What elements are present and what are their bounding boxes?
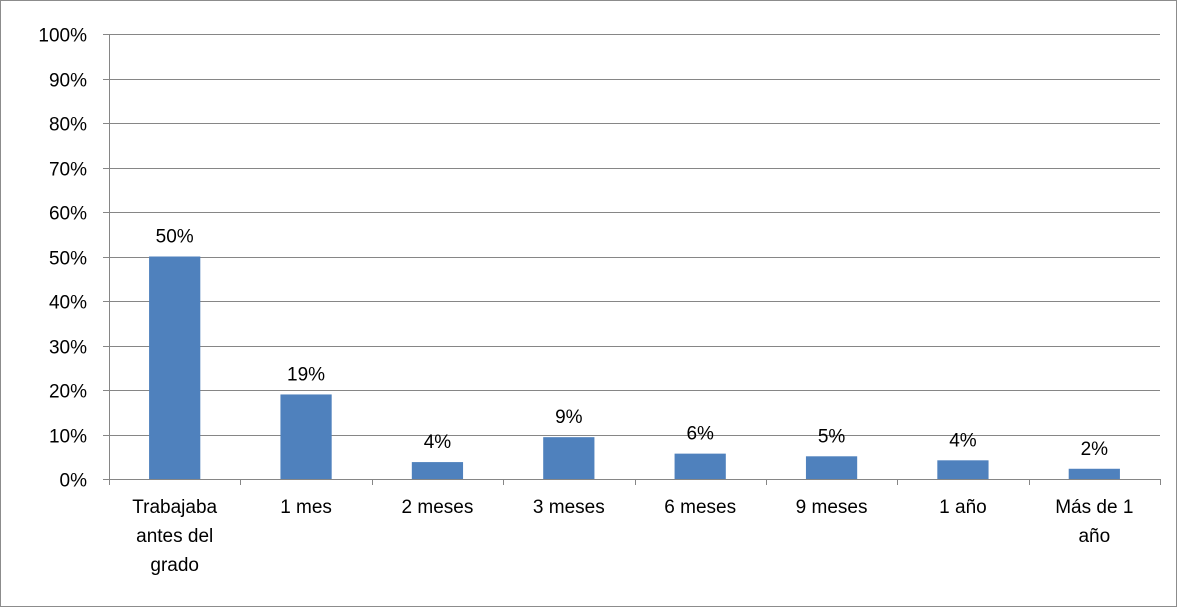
y-tick-label: 0% — [60, 471, 88, 492]
x-tick-label-line: 1 año — [939, 497, 987, 518]
data-label: 50% — [156, 227, 194, 248]
x-tick-label-line: Más de 1 — [1055, 497, 1133, 518]
x-tick-label: 6 meses — [664, 497, 736, 518]
data-label: 19% — [287, 364, 325, 385]
y-axis-tick-labels: 0% 10% 20% 30% 40% 50% 60% 70% 80% 90% 100% — [38, 26, 87, 492]
y-tick-label: 10% — [49, 427, 87, 448]
y-tick-label: 70% — [49, 160, 87, 181]
data-label: 4% — [949, 430, 977, 451]
data-label: 6% — [686, 424, 714, 445]
data-label: 9% — [555, 407, 583, 428]
bars — [149, 256, 1120, 479]
y-tick-label: 40% — [49, 293, 87, 314]
x-tick-label: 1 mes — [280, 497, 332, 518]
x-axis-tick-labels: Trabajaba antes del grado 1 mes 2 meses 3 mes… — [132, 497, 1133, 576]
x-tick-label: 3 meses — [533, 497, 605, 518]
gridlines — [109, 34, 1160, 436]
y-tick-label: 60% — [49, 204, 87, 225]
x-tick-label-line: grado — [150, 555, 199, 576]
x-tick-label-line: 2 meses — [402, 497, 474, 518]
y-tick-label: 90% — [49, 71, 87, 92]
x-tick-label-line: año — [1078, 526, 1110, 547]
x-tick-label-line: 1 mes — [280, 497, 332, 518]
bar — [411, 462, 464, 479]
axes — [103, 34, 1161, 485]
y-tick-label: 80% — [49, 115, 87, 136]
y-tick-label: 100% — [38, 26, 87, 47]
bar — [149, 256, 201, 479]
y-tick-label: 50% — [49, 249, 87, 270]
x-tick-label-line: 6 meses — [664, 497, 736, 518]
x-tick-label-line: Trabajaba — [132, 497, 217, 518]
data-label: 5% — [818, 426, 846, 447]
bar — [674, 453, 726, 479]
data-label: 2% — [1081, 439, 1109, 460]
bar — [937, 460, 989, 479]
x-tick-label: 9 meses — [796, 497, 868, 518]
bar — [1068, 468, 1120, 479]
data-labels: 50% 19% 4% 9% 6% 5% 4% 2% — [156, 227, 1108, 460]
data-label: 4% — [424, 432, 452, 453]
x-tick-label: 1 año — [939, 497, 987, 518]
y-tick-label: 30% — [49, 338, 87, 359]
bar — [280, 394, 332, 479]
x-tick-label: 2 meses — [402, 497, 474, 518]
x-tick-label-line: 9 meses — [796, 497, 868, 518]
x-tick-label: Trabajaba antes del grado — [132, 497, 217, 576]
y-tick-label: 20% — [49, 382, 87, 403]
x-tick-label-line: antes del — [136, 526, 213, 547]
bar — [805, 456, 858, 479]
bar — [543, 437, 595, 479]
x-tick-label: Más de 1 año — [1055, 497, 1133, 547]
x-tick-label-line: 3 meses — [533, 497, 605, 518]
